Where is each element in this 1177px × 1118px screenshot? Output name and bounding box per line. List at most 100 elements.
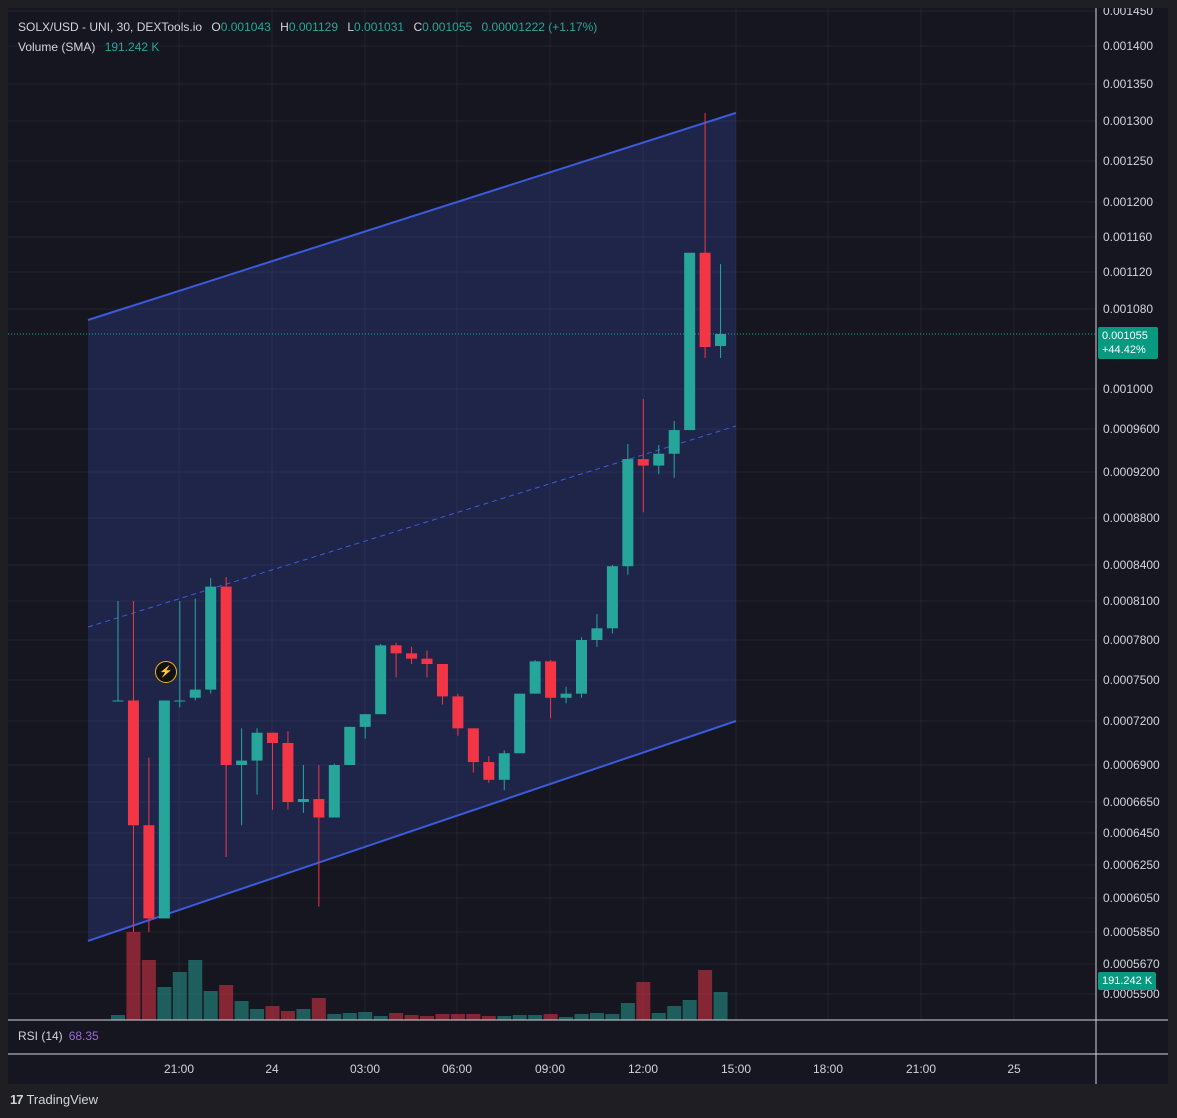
volume-bar [311,998,326,1020]
candle-body [514,693,526,754]
volume-bar [280,1011,295,1020]
tradingview-brand[interactable]: 17 TradingView [10,1092,98,1107]
x-tick-label: 15:00 [721,1062,751,1076]
y-tick-label: 0.0008400 [1103,558,1160,572]
candle-body [375,645,387,715]
volume-bar [497,1016,512,1020]
volume-bar [358,1012,373,1020]
volume-bar [605,1014,620,1020]
volume-bar [250,1009,265,1020]
y-tick-label: 0.0006900 [1103,758,1160,772]
volume-bar [543,1014,558,1020]
volume-bar [172,972,187,1020]
candle-body [143,825,155,919]
volume-bar [574,1014,589,1020]
volume-bar [111,1015,125,1020]
candle-body [668,430,680,454]
x-tick-label: 21:00 [906,1062,936,1076]
volume-badge: 191.242 K [1098,972,1157,990]
candle-body [220,586,232,765]
candle-body [529,661,541,694]
volume-bar [512,1015,527,1020]
y-tick-label: 0.0007800 [1103,633,1160,647]
volume-bar [342,1013,357,1020]
y-tick-label: 0.0005850 [1103,925,1160,939]
volume-row: Volume (SMA) 191.242 K [18,37,597,57]
volume-bar [528,1015,543,1020]
x-tick-label: 06:00 [442,1062,472,1076]
low-key: L [347,20,355,34]
last-price-value: 0.001055 [1102,330,1148,342]
y-tick-label: 0.001000 [1103,382,1153,396]
candle-body [359,714,371,727]
y-tick-label: 0.0006450 [1103,826,1160,840]
candle-body [297,799,309,802]
x-tick-label: 21:00 [164,1062,194,1076]
x-tick-label: 24 [265,1062,279,1076]
candle-body [653,453,665,466]
chart-frame [8,8,1168,1084]
y-tick-label: 0.0006650 [1103,795,1160,809]
candle-body [483,762,495,780]
volume-bar [450,1014,465,1020]
y-tick-label: 0.0008800 [1103,511,1160,525]
candle-body [390,645,402,654]
candle-body [174,700,186,702]
volume-bar [698,970,713,1020]
y-tick-label: 0.0008100 [1103,594,1160,608]
channel-fill [88,112,736,941]
volume-bar [682,1000,697,1020]
symbol-label[interactable]: SOLX/USD - UNI, 30, DEXTools.io [18,20,203,34]
y-tick-label: 0.0007500 [1103,673,1160,687]
candle-body [406,653,418,659]
volume-label[interactable]: Volume (SMA) [18,40,96,54]
volume-bar [620,1003,635,1020]
close-value: 0.001055 [422,20,473,34]
y-tick-label: 0.001250 [1103,154,1153,168]
volume-bar [481,1016,496,1020]
candle-body [267,732,278,743]
volume-bar [559,1017,574,1020]
x-tick-label: 03:00 [350,1062,380,1076]
y-tick-label: 0.0007200 [1103,714,1160,728]
volume-bar [141,960,156,1020]
candle-body [328,765,340,818]
close-key: C [413,20,423,34]
candlestick-chart[interactable]: 0.001450 0.001400 0.001350 0.001300 0.001250… [8,8,1168,1084]
rsi-value: 68.35 [68,1029,99,1043]
y-tick-label: 0.0005500 [1103,987,1160,1001]
last-price-badge: 0.001055 +44.42% [1098,327,1158,359]
candle-body [344,726,356,765]
candle-body [622,459,634,567]
volume-bar [234,1001,249,1020]
tradingview-logo-icon: 17 [10,1092,24,1107]
volume-bar [219,985,234,1020]
candle-body [591,628,603,640]
channel-lower-line [87,720,737,942]
y-tick-label: 0.001080 [1103,302,1153,316]
rsi-label[interactable]: RSI (14) [18,1029,63,1043]
candle-body [467,728,479,763]
volume-bar [420,1016,434,1020]
y-tick-label: 0.001160 [1103,230,1152,244]
lightning-alert-icon[interactable]: ⚡ [155,661,177,683]
candle-body [715,334,727,346]
rsi-legend: RSI (14) 68.35 [18,1029,99,1043]
volume-bar [126,932,141,1020]
y-tick-label: 0.001450 [1103,8,1153,18]
y-tick-label: 0.001120 [1103,265,1152,279]
candle-body [606,566,618,629]
y-tick-label: 0.0009200 [1103,465,1160,479]
volume-bar [157,987,172,1020]
volume-bar [651,1013,666,1020]
volume-bar [589,1013,604,1020]
y-tick-label: 0.0006050 [1103,891,1160,905]
y-tick-label: 0.001200 [1103,195,1153,209]
y-tick-label: 0.001350 [1103,77,1153,91]
volume-bar [636,982,651,1020]
volume-bar [713,992,728,1020]
symbol-ohlc-row: SOLX/USD - UNI, 30, DEXTools.io O0.00104… [18,17,597,37]
candle-body [560,693,572,698]
candle-body [282,743,294,802]
brand-name: TradingView [26,1092,99,1107]
